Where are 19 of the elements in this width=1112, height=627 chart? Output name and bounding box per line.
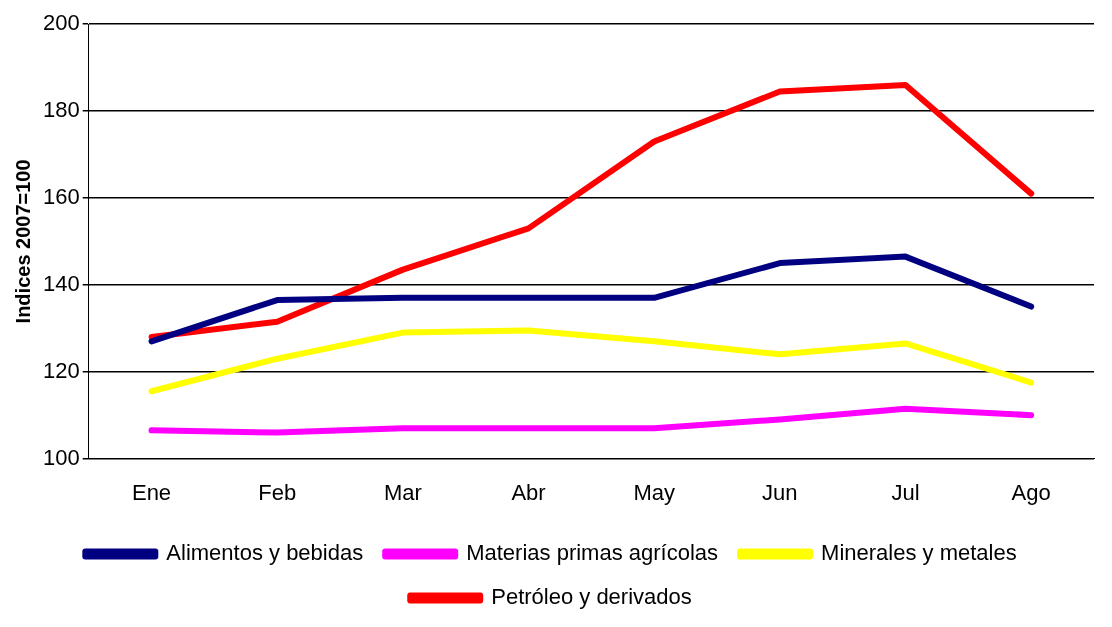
x-tick-label: Jun	[762, 479, 798, 505]
legend-label: Materias primas agrícolas	[466, 540, 719, 566]
legend-label: Petróleo y derivados	[491, 584, 692, 610]
legend-label: Alimentos y bebidas	[166, 540, 364, 566]
x-tick-label: May	[633, 479, 675, 505]
legend-label: Minerales y metales	[821, 540, 1017, 566]
y-tick-label: 140	[42, 270, 80, 296]
x-tick-label: Mar	[383, 479, 422, 505]
y-axis-title: Indices 2007=100	[11, 159, 34, 324]
y-tick-label: 180	[42, 97, 80, 123]
x-tick-label: Ago	[1011, 479, 1051, 505]
y-tick-label: 200	[42, 10, 80, 36]
x-tick-label: Feb	[258, 479, 297, 505]
y-tick-label: 120	[42, 357, 80, 383]
y-tick-label: 160	[42, 184, 80, 210]
x-tick-label: Abr	[511, 479, 546, 505]
y-tick-label: 100	[42, 444, 80, 470]
x-tick-label: Ene	[131, 479, 172, 505]
x-tick-label: Jul	[891, 479, 920, 505]
